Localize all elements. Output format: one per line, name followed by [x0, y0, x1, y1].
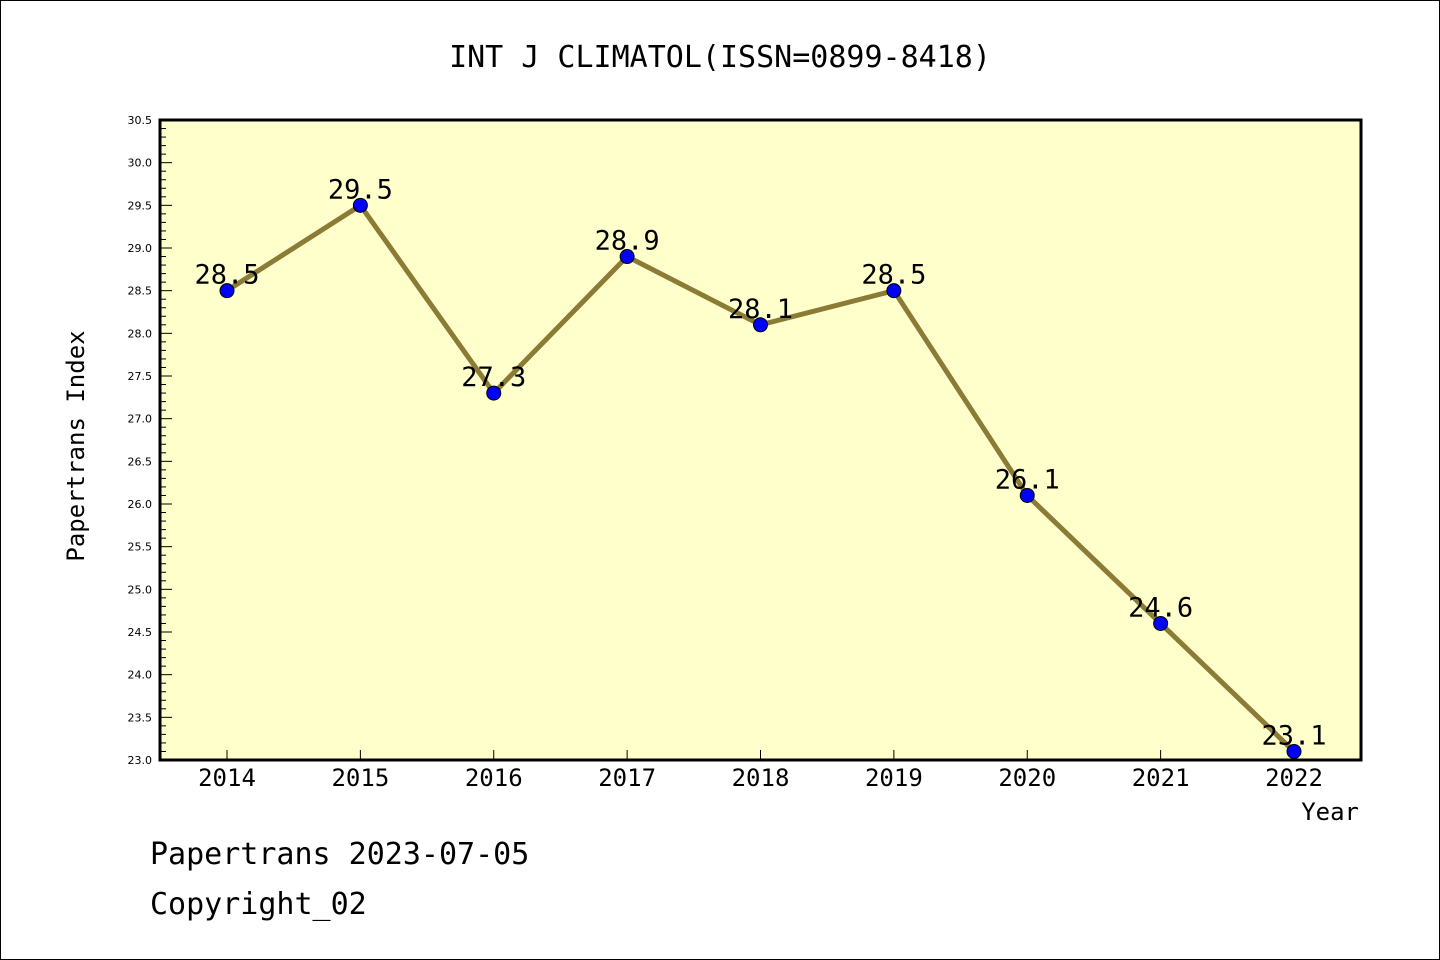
data-label: 29.5 — [328, 174, 393, 205]
y-tick-label: 26.0 — [128, 498, 153, 511]
y-tick-label: 25.5 — [128, 541, 153, 554]
data-point — [886, 283, 902, 299]
data-point — [619, 249, 635, 265]
x-tick-label: 2018 — [732, 764, 790, 792]
data-label: 28.9 — [595, 226, 660, 257]
y-axis-title: Papertrans Index — [62, 330, 90, 561]
data-point — [219, 283, 235, 299]
x-tick-label: 2016 — [465, 764, 523, 792]
y-tick-label: 28.0 — [128, 327, 153, 340]
data-labels: 28.5 29.5 27.3 28.9 28.1 28.5 26.1 24.6 23.1 — [194, 174, 1326, 751]
data-point — [352, 197, 368, 213]
data-label: 24.6 — [1128, 592, 1193, 623]
x-tick-label: 2019 — [865, 764, 923, 792]
data-label: 23.1 — [1261, 720, 1326, 751]
data-label: 27.3 — [461, 362, 526, 393]
y-tick-label: 30.5 — [128, 114, 153, 127]
y-tick-label: 26.5 — [128, 455, 153, 468]
data-label: 28.5 — [194, 260, 259, 291]
data-point — [486, 385, 502, 401]
y-tick-label: 27.5 — [128, 370, 153, 383]
data-markers — [219, 197, 1302, 759]
data-label: 28.1 — [728, 294, 793, 325]
x-axis: 2014 2015 2016 2017 2018 2019 2020 2021 2022 — [198, 750, 1323, 792]
x-tick-label: 2014 — [198, 764, 256, 792]
x-tick-label: 2017 — [598, 764, 656, 792]
y-tick-label: 28.5 — [128, 285, 153, 298]
x-tick-label: 2015 — [331, 764, 389, 792]
y-tick-label: 25.0 — [128, 583, 153, 596]
data-point — [1153, 615, 1169, 631]
data-point — [1019, 487, 1035, 503]
x-axis-title: Year — [1301, 798, 1359, 826]
footer-copyright: Copyright_02 — [150, 887, 367, 922]
plot-area — [160, 120, 1361, 760]
y-tick-label: 24.5 — [128, 626, 153, 639]
y-tick-label: 29.5 — [128, 199, 153, 212]
data-label: 26.1 — [995, 464, 1060, 495]
chart-title: INT J CLIMATOL(ISSN=0899-8418) — [449, 40, 991, 75]
data-point — [1286, 743, 1302, 759]
plot-border — [158, 118, 1363, 762]
y-tick-label: 27.0 — [128, 413, 153, 426]
y-tick-label: 24.0 — [128, 669, 153, 682]
y-tick-label: 30.0 — [128, 157, 153, 170]
y-axis: 23.0 23.5 24.0 24.5 25.0 25.5 26.0 26.5 27.0 27.5… — [128, 114, 172, 767]
x-tick-label: 2022 — [1265, 764, 1323, 792]
y-tick-label: 23.5 — [128, 711, 153, 724]
y-tick-label: 29.0 — [128, 242, 153, 255]
data-point — [753, 317, 768, 333]
data-label: 28.5 — [861, 260, 926, 291]
x-tick-label: 2020 — [998, 764, 1056, 792]
footer-date: Papertrans 2023-07-05 — [150, 837, 529, 872]
x-tick-label: 2021 — [1132, 764, 1190, 792]
y-tick-label: 23.0 — [128, 754, 153, 767]
